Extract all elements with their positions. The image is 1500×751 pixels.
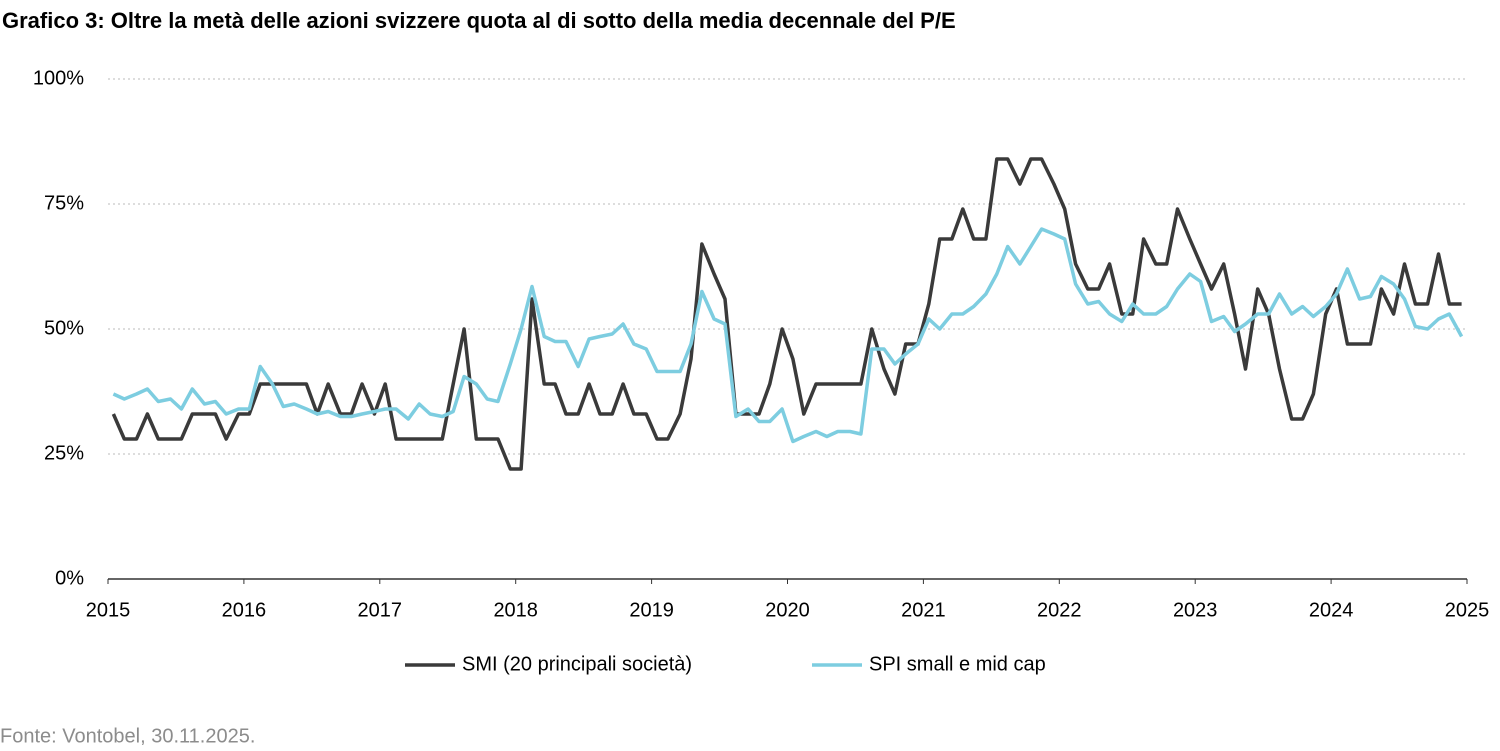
x-tick-label: 2022 <box>1037 599 1082 621</box>
series-line <box>111 157 1462 471</box>
chart-title: Grafico 3: Oltre la metà delle azioni sv… <box>2 8 956 33</box>
legend-label: SMI (20 principali società) <box>462 653 692 675</box>
y-tick-label: 25% <box>44 442 84 464</box>
x-tick-label: 2020 <box>765 599 810 621</box>
y-tick-label: 50% <box>44 317 84 339</box>
x-tick-label: 2017 <box>358 599 403 621</box>
x-tick-label: 2015 <box>86 599 131 621</box>
x-tick-label: 2019 <box>629 599 674 621</box>
y-tick-label: 75% <box>44 192 84 214</box>
x-tick-label: 2018 <box>493 599 538 621</box>
y-tick-label: 100% <box>33 67 84 89</box>
x-tick-label: 2025 <box>1445 599 1490 621</box>
x-tick-label: 2023 <box>1173 599 1218 621</box>
x-tick-label: 2024 <box>1309 599 1354 621</box>
legend-label: SPI small e mid cap <box>869 653 1046 675</box>
x-tick-label: 2021 <box>901 599 946 621</box>
series-line <box>112 227 1464 444</box>
source: Fonte: Vontobel, 30.11.2025. <box>0 725 255 747</box>
y-tick-label: 0% <box>55 567 84 589</box>
x-tick-label: 2016 <box>222 599 267 621</box>
